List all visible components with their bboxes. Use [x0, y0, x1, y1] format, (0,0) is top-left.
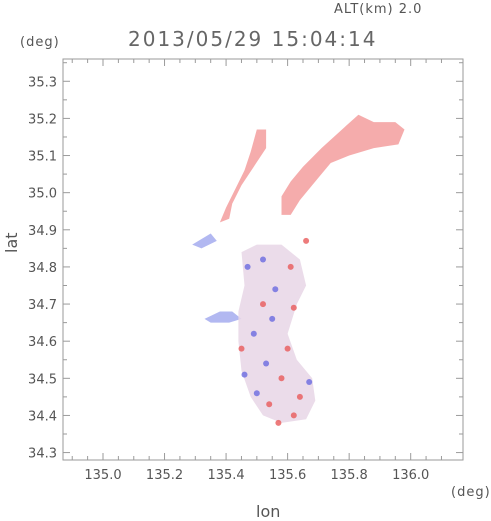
region-west-tongue [204, 311, 242, 323]
y-tick-label-10: 35.3 [28, 75, 57, 90]
x-unit-label: (deg) [451, 485, 491, 500]
data-point-13 [287, 263, 294, 270]
y-tick-label-8: 35.1 [28, 150, 57, 165]
data-point-18 [241, 371, 248, 378]
x-tick-label-1: 135.2 [146, 468, 183, 483]
x-tick-label-4: 135.8 [331, 468, 368, 483]
data-point-16 [238, 345, 245, 352]
region-osaka-core [238, 244, 316, 423]
data-point-8 [278, 375, 285, 382]
data-point-5 [250, 330, 257, 337]
data-point-10 [296, 393, 303, 400]
y-unit-label: (deg) [20, 35, 60, 50]
data-point-15 [306, 379, 313, 385]
data-point-14 [260, 256, 266, 263]
y-tick-label-9: 35.2 [28, 112, 57, 127]
plot-area [192, 114, 405, 426]
y-tick-label-1: 34.4 [28, 409, 57, 424]
plot-frame [62, 58, 464, 461]
x-tick-label-5: 136.0 [392, 468, 429, 483]
x-tick-label-3: 135.6 [269, 468, 306, 483]
data-point-7 [263, 360, 270, 367]
data-point-1 [275, 419, 282, 426]
region-north-west-band [219, 129, 267, 223]
data-point-3 [260, 301, 266, 308]
region-west-small [192, 233, 217, 249]
y-tick-label-3: 34.6 [28, 335, 57, 350]
data-point-2 [303, 237, 310, 244]
x-tick-label-2: 135.4 [207, 468, 244, 483]
data-point-0 [290, 412, 297, 419]
axes: 135.0 135.2 135.4 135.6 135.8 136.0 34.3 34.4 34… [28, 59, 463, 483]
x-axis-label: lon [256, 502, 281, 521]
data-point-4 [269, 315, 276, 322]
y-tick-label-7: 35.0 [28, 187, 57, 202]
y-tick-label-5: 34.8 [28, 261, 57, 276]
chart-title: 2013/05/29 15:04:14 [128, 27, 378, 51]
data-point-19 [290, 304, 297, 311]
data-point-17 [266, 401, 273, 408]
data-point-9 [253, 390, 260, 397]
y-tick-label-4: 34.7 [28, 298, 57, 313]
x-tick-label-0: 135.0 [84, 468, 121, 483]
data-point-11 [272, 286, 279, 293]
altitude-label: ALT(km) 2.0 [334, 2, 423, 17]
data-point-12 [244, 263, 251, 270]
y-tick-label-6: 34.9 [28, 224, 57, 239]
y-tick-label-2: 34.5 [28, 372, 57, 387]
y-tick-label-0: 34.3 [28, 447, 57, 462]
region-north-east-band [281, 114, 405, 215]
data-point-6 [284, 345, 291, 352]
